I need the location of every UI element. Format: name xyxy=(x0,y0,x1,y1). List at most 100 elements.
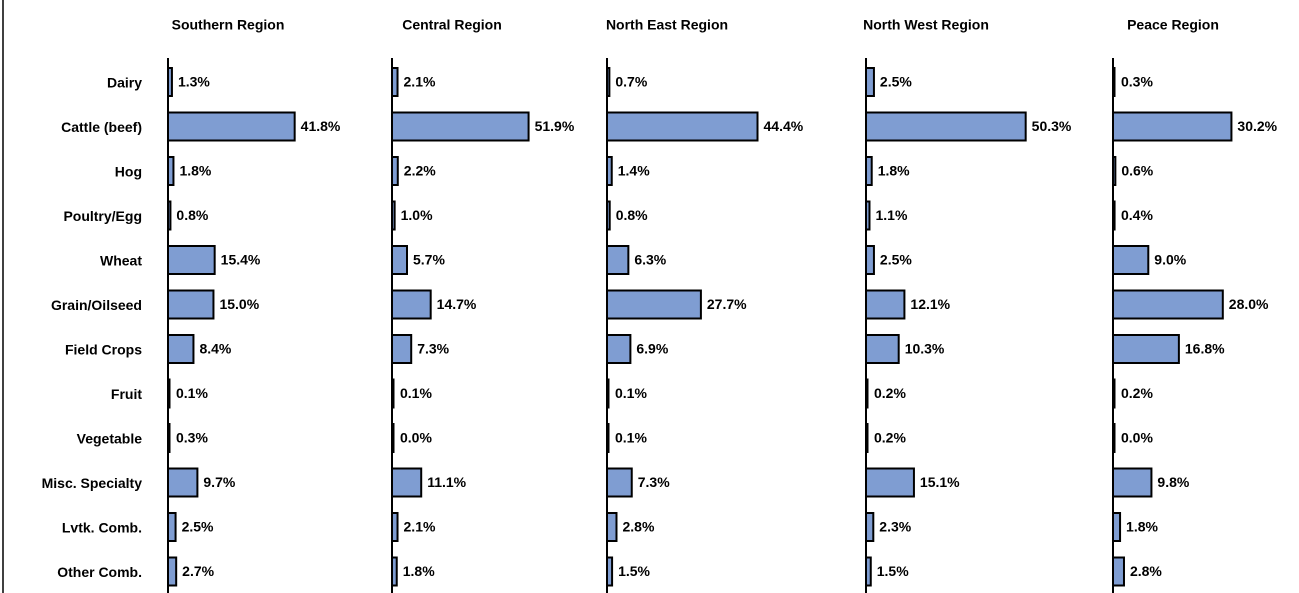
bar xyxy=(167,334,195,364)
panel-title: Peace Region xyxy=(1127,17,1219,33)
value-label: 1.8% xyxy=(1126,519,1158,535)
bar xyxy=(391,245,408,275)
value-label: 0.3% xyxy=(1121,74,1153,90)
value-label: 0.0% xyxy=(1121,430,1153,446)
value-label: 11.1% xyxy=(427,474,466,490)
value-label: 2.8% xyxy=(622,519,654,535)
value-label: 1.0% xyxy=(401,207,433,223)
value-label: 50.3% xyxy=(1032,118,1072,134)
category-label: Grain/Oilseed xyxy=(51,297,142,313)
value-label: 2.1% xyxy=(404,519,436,535)
bar xyxy=(391,111,530,142)
category-label: Dairy xyxy=(107,75,142,91)
value-label: 14.7% xyxy=(437,296,477,312)
value-label: 2.8% xyxy=(1130,563,1162,579)
category-label: Field Crops xyxy=(65,342,142,358)
value-label: 9.8% xyxy=(1157,474,1189,490)
value-label: 1.1% xyxy=(875,207,907,223)
value-label: 27.7% xyxy=(707,296,747,312)
value-label: 0.2% xyxy=(1121,385,1153,401)
bar xyxy=(1112,334,1180,364)
value-label: 30.2% xyxy=(1237,118,1277,134)
panel-title: North East Region xyxy=(606,17,728,33)
bar xyxy=(167,289,215,320)
bar xyxy=(606,334,632,364)
bar xyxy=(167,556,178,587)
category-label: Poultry/Egg xyxy=(63,208,142,224)
bar xyxy=(606,111,759,142)
value-label: 2.1% xyxy=(404,74,436,90)
bar xyxy=(167,467,199,498)
category-label: Vegetable xyxy=(77,431,143,447)
value-label: 2.3% xyxy=(879,519,911,535)
bar xyxy=(391,334,413,364)
category-label: Hog xyxy=(115,164,142,180)
bar xyxy=(391,289,432,320)
value-label: 2.5% xyxy=(880,74,912,90)
bar xyxy=(1112,467,1153,498)
value-label: 16.8% xyxy=(1185,341,1225,357)
category-label: Cattle (beef) xyxy=(61,119,142,135)
bar xyxy=(865,67,875,97)
bar xyxy=(167,512,177,542)
value-label: 9.0% xyxy=(1154,252,1186,268)
value-label: 0.1% xyxy=(615,430,647,446)
value-label: 2.5% xyxy=(880,252,912,268)
bar xyxy=(1112,245,1150,275)
bar xyxy=(391,467,423,498)
value-label: 44.4% xyxy=(764,118,804,134)
bar xyxy=(606,467,633,498)
value-label: 1.5% xyxy=(618,563,650,579)
category-label: Lvtk. Comb. xyxy=(62,520,142,536)
value-label: 7.3% xyxy=(638,474,670,490)
category-label: Fruit xyxy=(111,386,142,402)
bar xyxy=(1112,556,1125,587)
bar xyxy=(865,289,906,320)
value-label: 1.8% xyxy=(878,163,910,179)
value-label: 15.0% xyxy=(219,296,259,312)
value-label: 15.1% xyxy=(920,474,960,490)
value-label: 1.4% xyxy=(618,163,650,179)
bar xyxy=(167,245,216,275)
value-label: 0.1% xyxy=(615,385,647,401)
bar xyxy=(865,245,875,275)
value-label: 0.0% xyxy=(400,430,432,446)
value-label: 2.5% xyxy=(182,519,214,535)
value-label: 1.5% xyxy=(877,563,909,579)
value-label: 6.3% xyxy=(634,252,666,268)
bar xyxy=(1112,512,1122,542)
value-label: 41.8% xyxy=(301,118,341,134)
value-label: 1.8% xyxy=(179,163,211,179)
bar xyxy=(1112,111,1233,142)
value-label: 15.4% xyxy=(221,252,261,268)
bar xyxy=(1112,289,1224,320)
value-label: 7.3% xyxy=(417,341,449,357)
panel-title: Southern Region xyxy=(172,17,285,33)
category-label: Misc. Specialty xyxy=(42,475,143,491)
value-label: 1.8% xyxy=(403,563,435,579)
category-label: Wheat xyxy=(100,253,142,269)
bar xyxy=(606,289,702,320)
value-label: 51.9% xyxy=(535,118,575,134)
value-label: 0.8% xyxy=(616,207,648,223)
value-label: 2.7% xyxy=(182,563,214,579)
value-label: 10.3% xyxy=(905,341,945,357)
bar xyxy=(865,512,875,542)
bar xyxy=(167,111,296,142)
value-label: 6.9% xyxy=(636,341,668,357)
value-label: 5.7% xyxy=(413,252,445,268)
category-label: Other Comb. xyxy=(57,564,142,580)
value-label: 0.8% xyxy=(176,207,208,223)
panel-title: Central Region xyxy=(402,17,502,33)
value-label: 0.2% xyxy=(874,385,906,401)
value-label: 0.1% xyxy=(400,385,432,401)
value-label: 0.3% xyxy=(176,430,208,446)
value-label: 2.2% xyxy=(404,163,436,179)
value-label: 0.2% xyxy=(874,430,906,446)
bar xyxy=(606,245,630,275)
value-label: 1.3% xyxy=(178,74,210,90)
bar xyxy=(865,111,1027,142)
value-label: 0.7% xyxy=(615,74,647,90)
bar xyxy=(865,334,900,364)
